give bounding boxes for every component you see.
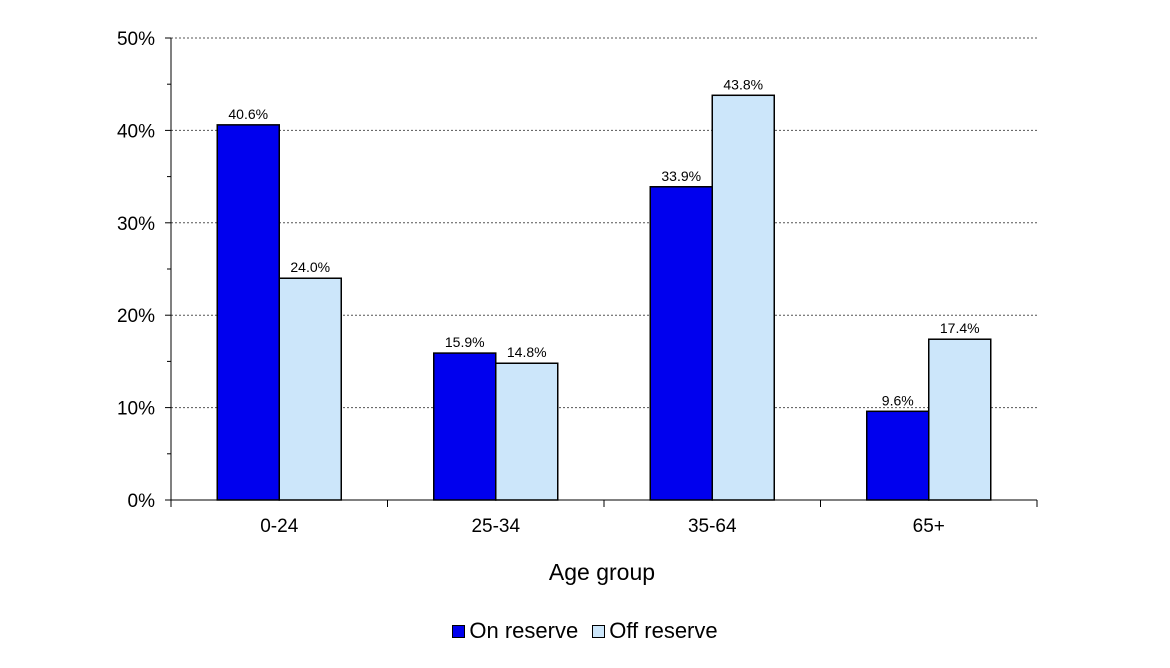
x-tick-label: 65+	[913, 516, 945, 537]
data-label: 14.8%	[507, 344, 547, 360]
data-label: 43.8%	[723, 76, 763, 92]
bar-chart: 0% 10% 20% 30% 40% 50% 0-24 25-34 35-64 65+ 40.6%…	[117, 29, 1038, 585]
x-tick-label: 25-34	[471, 516, 520, 537]
data-label: 9.6%	[882, 392, 914, 408]
data-label: 24.0%	[290, 259, 330, 275]
bar-off-reserve	[711, 94, 775, 501]
x-tick-label: 0-24	[260, 516, 298, 537]
axes	[165, 37, 1038, 507]
legend-item-on-reserve: On reserve	[452, 618, 578, 644]
legend-swatch-on-reserve	[452, 624, 466, 638]
legend-swatch-off-reserve	[592, 624, 606, 638]
x-tick-label: 35-64	[688, 516, 737, 537]
bar-on-reserve	[866, 410, 930, 501]
data-label: 17.4%	[940, 320, 980, 336]
bar-off-reserve	[278, 277, 342, 501]
y-tick-label: 10%	[117, 399, 155, 420]
bars	[216, 94, 992, 501]
data-label: 15.9%	[445, 334, 485, 350]
bar-on-reserve	[433, 352, 497, 501]
y-tick-label: 30%	[117, 214, 155, 235]
data-label: 33.9%	[661, 168, 701, 184]
bar-on-reserve	[216, 124, 280, 501]
y-tick-label: 50%	[117, 29, 155, 50]
y-tick-label: 20%	[117, 306, 155, 327]
bar-off-reserve	[495, 362, 559, 501]
tick-labels: 0% 10% 20% 30% 40% 50% 0-24 25-34 35-64 65+	[117, 29, 945, 537]
data-label: 40.6%	[228, 106, 268, 122]
legend-label-on-reserve: On reserve	[469, 618, 579, 643]
y-tick-label: 0%	[128, 491, 156, 512]
legend: On reserve Off reserve	[0, 614, 1170, 648]
bar-on-reserve	[649, 186, 713, 501]
data-labels: 40.6% 24.0% 15.9% 14.8% 33.9% 43.8% 9.6% 17.4%	[228, 76, 979, 408]
x-axis-title: Age group	[549, 559, 655, 585]
legend-label-off-reserve: Off reserve	[609, 618, 718, 643]
bar-off-reserve	[928, 338, 992, 501]
legend-item-off-reserve: Off reserve	[592, 618, 718, 644]
y-tick-label: 40%	[117, 121, 155, 142]
